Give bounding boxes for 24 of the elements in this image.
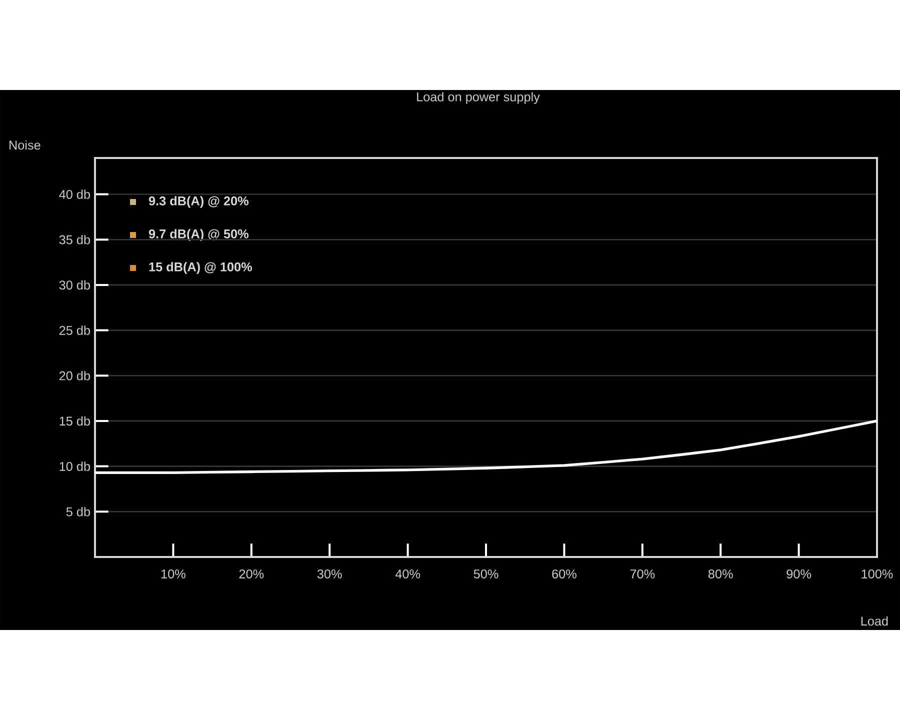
x-tick-label: 80%: [708, 569, 733, 578]
y-tick-label: 25 db: [59, 326, 90, 335]
annotation: 15 dB(A) @ 100%: [149, 262, 252, 274]
y-tick-label: 15 db: [60, 416, 90, 426]
x-tick-label: 20%: [239, 569, 264, 578]
y-tick-label: 35 db: [59, 234, 90, 244]
y-tick-label: 5 db: [66, 506, 90, 516]
x-tick-label: 100%: [862, 569, 893, 578]
chart-title: Load on power supply: [417, 92, 540, 104]
line-series: [95, 420, 877, 474]
x-axis-title: Load: [861, 616, 888, 626]
y-tick-label: 20 db: [59, 370, 90, 380]
x-tick-label: 40%: [395, 569, 420, 578]
y-axis-title: Noise: [10, 140, 40, 150]
x-tick-label: 90%: [786, 569, 812, 578]
y-tick-label: 40 db: [59, 190, 90, 199]
x-tick-label: 70%: [630, 569, 655, 578]
x-tick-label: 60%: [552, 569, 576, 578]
x-tick-label: 10%: [161, 569, 186, 578]
y-tick-label: 30 db: [59, 280, 90, 290]
x-tick-label: 30%: [317, 569, 342, 578]
annotation: 9.3 dB(A) @ 20%: [148, 196, 248, 208]
x-tick-label: 50%: [474, 569, 498, 578]
y-tick-label: 10 db: [60, 462, 90, 471]
